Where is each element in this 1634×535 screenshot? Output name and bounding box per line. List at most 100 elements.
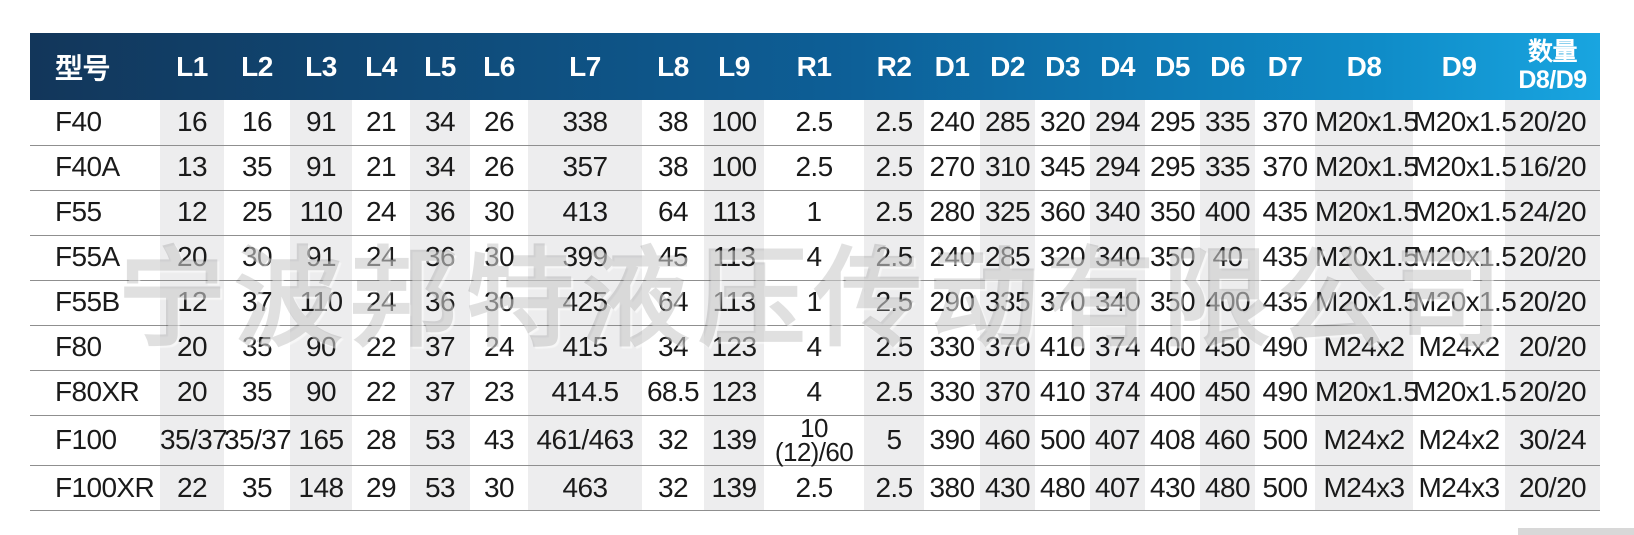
cell-qty-d8-d9: 30/24	[1505, 414, 1600, 466]
cell-l5: 36	[410, 279, 470, 325]
cell-d8: M20x1.5	[1315, 234, 1419, 280]
cell-d6: 460	[1200, 414, 1255, 466]
cell-d1: 390	[924, 414, 980, 466]
model-cell: F40	[55, 105, 102, 137]
cell-qty-d8-d9: 20/20	[1505, 324, 1600, 370]
column-header-l8: L8	[657, 50, 689, 82]
cell-l7: 399	[528, 234, 642, 280]
bottom-right-gray-fragment	[1518, 528, 1634, 535]
cell-l6: 30	[470, 279, 528, 325]
cell-d5: 430	[1145, 464, 1200, 511]
cell-d3: 345	[1035, 144, 1090, 190]
cell-d6: 480	[1200, 464, 1255, 511]
column-header-l3: L3	[305, 50, 337, 82]
table-row: F100 35/37 35/37 165 28 53 43 461/463 32 139 10 (1…	[30, 414, 1600, 466]
cell-d2: 285	[980, 100, 1035, 145]
cell-l2: 35	[224, 144, 290, 190]
cell-d9: M20x1.5	[1413, 234, 1517, 280]
cell-qty-d8-d9: 20/20	[1505, 369, 1600, 415]
column-header-r1: R1	[796, 50, 832, 82]
model-cell: F55	[30, 189, 160, 235]
cell-l7: 415	[528, 324, 642, 370]
cell-d3: 410	[1035, 324, 1090, 370]
cell-r1: 2.5	[764, 144, 864, 190]
column-header-r2: R2	[876, 50, 912, 82]
cell-l3: 90	[290, 324, 352, 370]
spec-table-container: 型号 L1 L2 L3 L4 L5 L6 L7 L8 L9 R1 R2 D1 D2 D3 D4 D5 D6 D7 D8…	[30, 33, 1600, 511]
cell-d8: M20x1.5	[1315, 279, 1419, 325]
cell-d6: 400	[1200, 279, 1255, 325]
cell-l9: 139	[704, 414, 764, 466]
column-header-d8: D8	[1346, 50, 1382, 82]
cell-l3: 148	[290, 464, 352, 511]
cell-d8: M20x1.5	[1315, 369, 1419, 415]
cell-l9: 113	[704, 234, 764, 280]
cell-l7: 461/463	[528, 414, 642, 466]
cell-l3: 91	[290, 144, 352, 190]
cell-d7: 500	[1255, 414, 1315, 466]
cell-d2: 310	[980, 144, 1035, 190]
cell-l9: 100	[704, 144, 764, 190]
cell-d2: 430	[980, 464, 1035, 511]
cell-l8: 45	[642, 234, 704, 280]
cell-d2: 285	[980, 234, 1035, 280]
cell-d5: 350	[1145, 234, 1200, 280]
cell-r2: 2.5	[864, 369, 924, 415]
cell-d5: 350	[1145, 189, 1200, 235]
cell-d7: 435	[1255, 234, 1315, 280]
cell-l7: 338	[528, 100, 642, 145]
cell-l1: 22	[160, 464, 224, 511]
cell-d2: 325	[980, 189, 1035, 235]
cell-l8: 34	[642, 324, 704, 370]
cell-l1: 20	[160, 324, 224, 370]
cell-d7: 370	[1262, 105, 1309, 137]
cell-l2: 35/37	[224, 414, 292, 466]
model-cell: F100	[30, 414, 160, 466]
cell-l6: 30	[470, 234, 528, 280]
cell-d4: 407	[1090, 414, 1145, 466]
cell-l8: 32	[642, 414, 704, 466]
cell-l4: 29	[352, 464, 410, 511]
cell-l1: 12	[160, 279, 224, 325]
cell-l8: 64	[642, 189, 704, 235]
column-header-l6: L6	[483, 50, 515, 82]
cell-l5: 53	[410, 464, 470, 511]
cell-r2: 2.5	[864, 464, 924, 511]
column-header-l1: L1	[176, 50, 208, 82]
cell-d2: 460	[980, 414, 1035, 466]
cell-l2: 37	[224, 279, 290, 325]
cell-qty-d8-d9: 20/20	[1505, 100, 1600, 145]
column-header-d3: D3	[1045, 50, 1080, 82]
cell-r2: 5	[864, 414, 924, 466]
cell-d1: 330	[924, 369, 980, 415]
cell-d9: M20x1.5	[1413, 105, 1517, 137]
model-cell: F40A	[30, 144, 160, 190]
cell-l5: 53	[410, 414, 470, 466]
column-header-d9: D9	[1441, 50, 1477, 82]
table-row: F80XR 20 35 90 22 37 23 414.5 68.5 123 4 2.5 330 370 4…	[30, 369, 1600, 415]
cell-d6: 335	[1200, 100, 1255, 145]
cell-qty-d8-d9: 20/20	[1505, 234, 1600, 280]
cell-d8: M24x2	[1315, 414, 1413, 466]
cell-l9: 100	[704, 100, 764, 145]
cell-l9: 123	[704, 369, 764, 415]
cell-d1: 330	[924, 324, 980, 370]
cell-l3: 110	[290, 189, 352, 235]
table-row: F55 12 25 110 24 36 30 413 64 113 1 2.5 280 325 360 340…	[30, 189, 1600, 235]
cell-l4: 21	[352, 144, 410, 190]
cell-d3: 360	[1035, 189, 1090, 235]
cell-l2: 16	[242, 105, 273, 137]
cell-d4: 374	[1090, 324, 1145, 370]
cell-d6: 40	[1200, 234, 1255, 280]
cell-l5: 37	[410, 324, 470, 370]
cell-l6: 23	[470, 369, 528, 415]
cell-r1: 10 (12)/60	[764, 414, 864, 466]
cell-d4: 340	[1090, 189, 1145, 235]
table-row: F55B 12 37 110 24 36 30 425 64 113 1 2.5 290 335 370 34…	[30, 279, 1600, 325]
header-row: 型号 L1 L2 L3 L4 L5 L6 L7 L8 L9 R1 R2 D1 D2 D3 D4 D5 D6 D7 D8…	[30, 33, 1600, 100]
cell-l1: 16	[160, 100, 224, 145]
cell-l2: 35	[224, 369, 290, 415]
cell-d7: 490	[1255, 369, 1315, 415]
cell-d5: 350	[1145, 279, 1200, 325]
model-cell: F55A	[30, 234, 160, 280]
